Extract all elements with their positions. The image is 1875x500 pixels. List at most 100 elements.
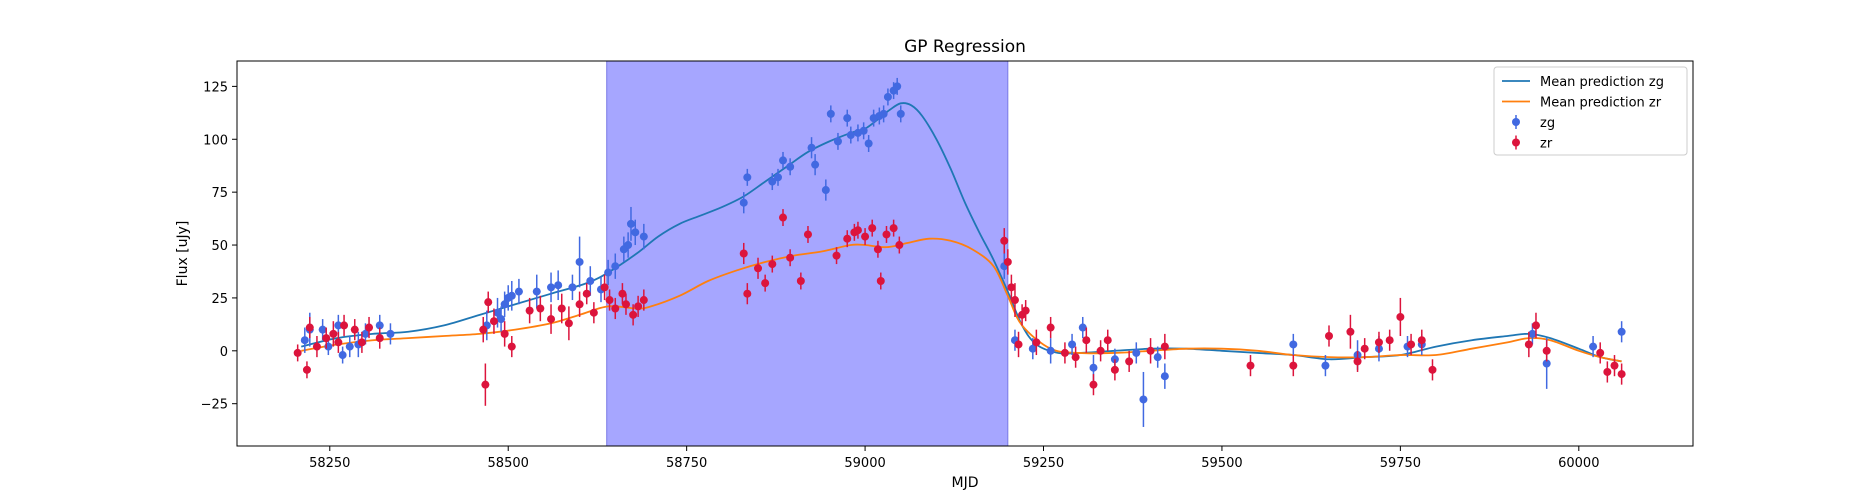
point-zr <box>1610 361 1619 370</box>
point-zg <box>554 281 563 290</box>
point-zr <box>743 289 752 298</box>
point-zr <box>1353 357 1362 366</box>
point-zr <box>589 308 598 317</box>
point-zr <box>618 289 627 298</box>
point-zr <box>1014 340 1023 349</box>
point-zr <box>312 342 321 351</box>
point-zg <box>833 137 842 146</box>
point-zr <box>853 226 862 235</box>
point-zr <box>357 338 366 347</box>
point-zr <box>754 264 763 273</box>
point-zr <box>1360 344 1369 353</box>
point-zg <box>1078 323 1087 332</box>
point-zg <box>739 198 748 207</box>
point-zg <box>611 262 620 271</box>
point-zg <box>1028 344 1037 353</box>
point-zg <box>774 173 783 182</box>
point-zg <box>361 329 370 338</box>
point-zr <box>895 241 904 250</box>
y-tick-label: −25 <box>201 398 228 413</box>
point-zg <box>626 219 635 228</box>
point-zr <box>484 298 493 307</box>
point-zr <box>557 304 566 313</box>
point-zg <box>786 162 795 171</box>
point-zg <box>497 315 506 324</box>
point-zg <box>300 336 309 345</box>
point-zr <box>479 325 488 334</box>
legend-label: zg <box>1540 116 1555 131</box>
point-zr <box>1160 342 1169 351</box>
x-tick-label: 59250 <box>1023 456 1064 471</box>
point-zg <box>879 109 888 118</box>
x-tick-label: 58750 <box>666 456 707 471</box>
point-zg <box>586 277 595 285</box>
point-zg <box>507 291 516 300</box>
point-zr <box>1542 346 1551 355</box>
point-zg <box>624 241 633 250</box>
point-zr <box>889 224 898 233</box>
point-zg <box>386 329 395 338</box>
point-zg <box>826 109 835 118</box>
point-zr <box>600 283 609 292</box>
point-zr <box>1103 336 1112 345</box>
point-zg <box>1139 395 1148 404</box>
point-zr <box>605 296 614 305</box>
y-axis: −25 0 25 50 75 100 125 <box>201 80 237 413</box>
point-zg <box>1321 361 1330 370</box>
point-zr <box>1325 332 1333 340</box>
point-zg <box>859 126 868 135</box>
point-zr <box>621 300 630 309</box>
x-tick-label: 59000 <box>844 456 885 471</box>
x-axis-label: MJD <box>952 475 979 491</box>
point-zg <box>893 82 902 91</box>
point-zr <box>340 321 349 330</box>
point-zr <box>375 334 384 343</box>
x-tick-label: 59750 <box>1380 456 1421 471</box>
point-zr <box>365 323 374 332</box>
point-zr <box>1374 338 1383 347</box>
x-tick-label: 59500 <box>1201 456 1242 471</box>
legend-marker-swatch <box>1512 138 1520 147</box>
point-zr <box>1346 327 1355 336</box>
point-zr <box>329 329 338 338</box>
legend: Mean prediction zg Mean prediction zr zg zr <box>1493 66 1688 156</box>
point-zg <box>896 109 905 118</box>
plot-frame <box>236 60 1694 447</box>
point-zg <box>811 160 820 169</box>
point-zr <box>547 315 556 324</box>
point-zg <box>514 287 523 296</box>
point-zr <box>1082 336 1091 345</box>
point-zr <box>779 213 787 222</box>
point-zr <box>350 325 359 334</box>
point-zr <box>1096 346 1105 355</box>
point-zr <box>786 253 795 262</box>
chart-title: GP Regression <box>904 37 1026 57</box>
point-zr <box>1407 340 1416 349</box>
point-zr <box>861 232 870 241</box>
point-zg <box>743 173 752 182</box>
point-zr <box>876 277 885 285</box>
point-zr <box>1021 306 1030 315</box>
point-zg <box>338 351 347 360</box>
point-zr <box>1060 348 1069 357</box>
point-zr <box>302 365 311 374</box>
x-tick-label: 58250 <box>309 456 350 471</box>
point-zr <box>1428 365 1437 374</box>
point-zg <box>500 300 509 309</box>
point-zr <box>1603 367 1612 376</box>
point-zr <box>1046 323 1055 332</box>
legend-marker-swatch <box>1512 118 1520 126</box>
legend-label: Mean prediction zr <box>1540 96 1662 111</box>
point-zg <box>1068 340 1077 349</box>
x-tick-label: 60000 <box>1558 456 1599 471</box>
point-zr <box>832 251 841 260</box>
point-zr <box>1617 370 1626 379</box>
point-zg <box>1617 327 1626 336</box>
point-zg <box>864 139 873 148</box>
point-zr <box>634 302 643 311</box>
point-zg <box>639 232 648 241</box>
point-zr <box>629 310 638 319</box>
point-zg <box>1528 329 1537 338</box>
point-zg <box>843 114 852 123</box>
